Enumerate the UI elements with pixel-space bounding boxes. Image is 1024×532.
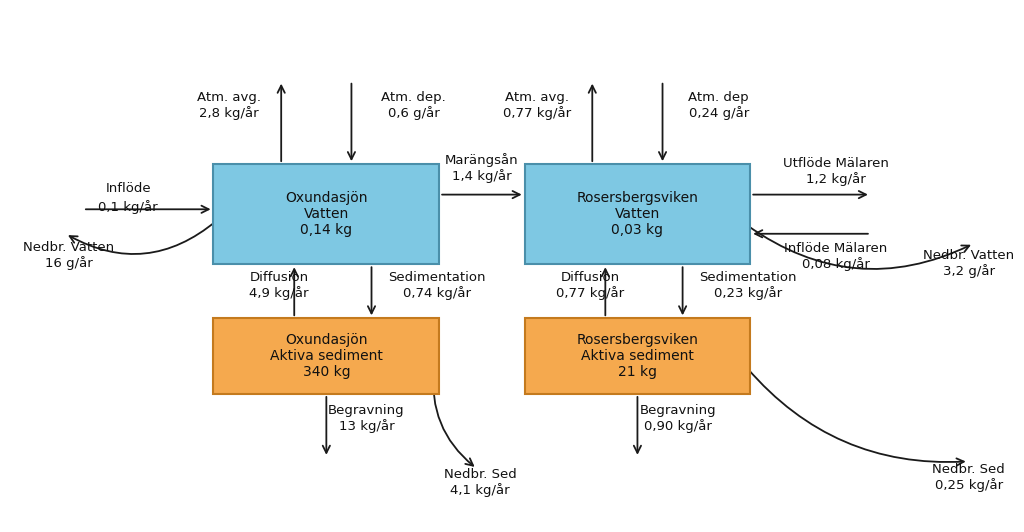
Text: Begravning
0,90 kg/år: Begravning 0,90 kg/år [639, 404, 716, 433]
Text: Inflöde Mälaren
0,08 kg/år: Inflöde Mälaren 0,08 kg/år [784, 242, 887, 271]
Text: 0,1 kg/år: 0,1 kg/år [98, 200, 158, 214]
Text: Sedimentation
0,23 kg/år: Sedimentation 0,23 kg/år [699, 271, 797, 300]
Text: Nedbr. Vatten
3,2 g/år: Nedbr. Vatten 3,2 g/år [923, 248, 1014, 278]
Text: Atm. avg.
2,8 kg/år: Atm. avg. 2,8 kg/år [197, 90, 261, 120]
Text: Nedbr. Vatten
16 g/år: Nedbr. Vatten 16 g/år [23, 241, 114, 270]
Text: Atm. dep.
0,6 g/år: Atm. dep. 0,6 g/år [381, 90, 446, 120]
Text: Rosersbergsviken
Aktiva sediment
21 kg: Rosersbergsviken Aktiva sediment 21 kg [577, 333, 698, 379]
Text: Oxundasjön
Aktiva sediment
340 kg: Oxundasjön Aktiva sediment 340 kg [270, 333, 383, 379]
Text: Oxundasjön
Vatten
0,14 kg: Oxundasjön Vatten 0,14 kg [285, 191, 368, 237]
FancyBboxPatch shape [213, 318, 439, 394]
FancyBboxPatch shape [524, 318, 751, 394]
Text: Begravning
13 kg/år: Begravning 13 kg/år [328, 404, 404, 433]
Text: Nedbr. Sed
4,1 kg/år: Nedbr. Sed 4,1 kg/år [443, 468, 516, 497]
Text: Rosersbergsviken
Vatten
0,03 kg: Rosersbergsviken Vatten 0,03 kg [577, 191, 698, 237]
FancyBboxPatch shape [524, 164, 751, 264]
Text: Sedimentation
0,74 kg/år: Sedimentation 0,74 kg/år [388, 271, 485, 300]
Text: Atm. avg.
0,77 kg/år: Atm. avg. 0,77 kg/år [503, 90, 571, 120]
Text: Inflöde: Inflöde [105, 182, 151, 195]
Text: Nedbr. Sed
0,25 kg/år: Nedbr. Sed 0,25 kg/år [932, 463, 1005, 492]
Text: Utflöde Mälaren
1,2 kg/år: Utflöde Mälaren 1,2 kg/år [782, 157, 889, 186]
FancyBboxPatch shape [213, 164, 439, 264]
Text: Atm. dep
0,24 g/år: Atm. dep 0,24 g/år [688, 90, 749, 120]
Text: Marängsån
1,4 kg/år: Marängsån 1,4 kg/år [445, 153, 519, 183]
Text: Diffusion
0,77 kg/år: Diffusion 0,77 kg/år [556, 271, 625, 300]
Text: Diffusion
4,9 kg/år: Diffusion 4,9 kg/år [250, 271, 309, 300]
